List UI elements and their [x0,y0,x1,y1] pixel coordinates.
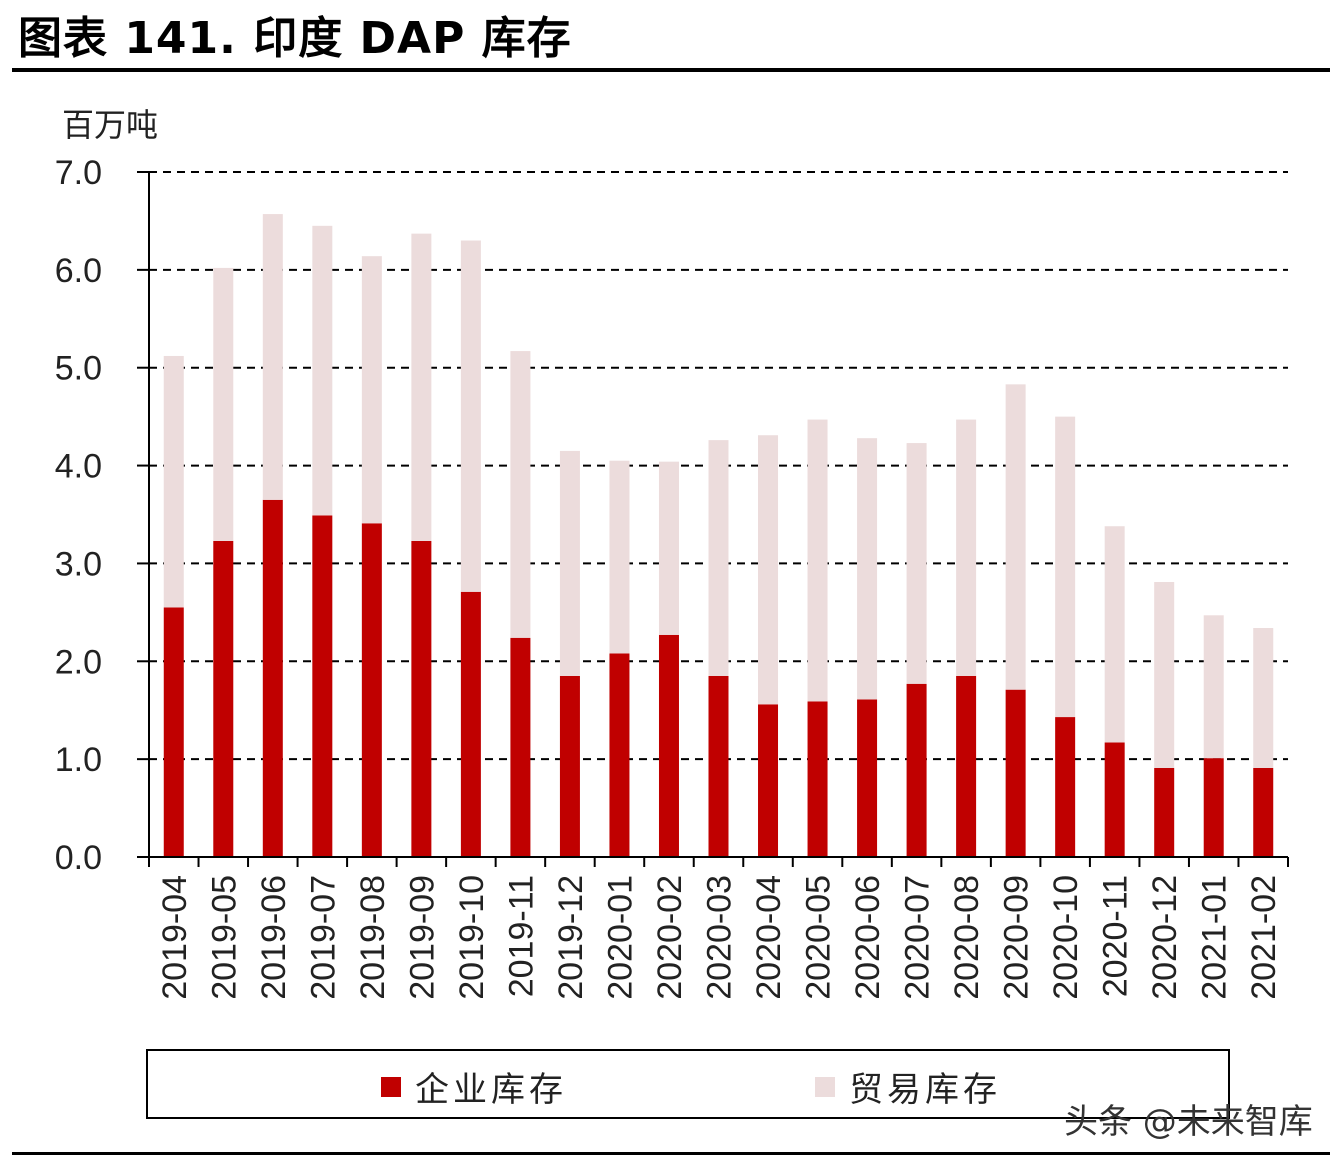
bar-enterprise [312,515,333,857]
watermark: 头条 @未来智库 [1064,1102,1313,1142]
bar-enterprise [1253,767,1274,857]
x-tick-label: 2019-09 [403,875,441,1000]
y-tick-label: 1.0 [55,741,102,779]
bar-trade [807,419,828,702]
bar-enterprise [609,653,630,857]
bar-trade [1203,615,1224,759]
gridlines [149,171,1288,761]
bar-enterprise [658,634,679,857]
bar-trade [906,443,927,684]
y-axis-unit-label: 百万吨 [62,106,158,144]
bar-trade [1253,628,1274,768]
y-tick-labels: 0.0 1.0 2.0 3.0 4.0 5.0 6.0 7.0 [55,154,102,877]
bar-enterprise [1005,689,1026,857]
y-tick-label: 5.0 [55,350,102,388]
bar-trade [1104,526,1125,743]
x-tick-label: 2020-04 [750,875,788,1000]
x-tick-label: 2019-04 [156,875,194,1000]
bar-trade [609,460,630,654]
bar-trade [857,438,878,700]
bar-enterprise [857,699,878,857]
legend [146,1049,1230,1119]
y-tick-label: 0.0 [55,839,102,877]
legend-label-trade: 贸易库存 [849,1070,1001,1110]
page-title: 图表 141. 印度 DAP 库存 [18,13,572,64]
bar-trade [758,435,779,705]
bar-enterprise [411,540,432,857]
y-tick-label: 6.0 [55,252,102,290]
x-tick-labels: 2019-04 2019-05 2019-06 2019-07 2019-08 2019-… [156,875,1283,1000]
x-tick-label: 2020-12 [1146,875,1184,1000]
bar-enterprise [1104,742,1125,857]
x-tick-label: 2019-10 [453,875,491,1000]
bar-enterprise [163,607,184,857]
x-tick-label: 2020-07 [899,875,937,1000]
x-tick-label: 2019-11 [502,875,540,997]
bar-trade [163,355,184,608]
bar-trade [559,450,580,676]
bar-enterprise [460,591,481,857]
bar-trade [956,419,977,676]
bottom-divider [12,1152,1330,1155]
bar-enterprise [262,499,283,857]
axes [137,171,1289,867]
x-tick-label: 2019-08 [354,875,392,1000]
bar-enterprise [906,683,927,857]
bar-enterprise [213,540,234,857]
x-tick-label: 2019-05 [205,875,243,1000]
bar-trade [312,225,333,516]
y-tick-label: 3.0 [55,545,102,583]
x-tick-label: 2020-08 [948,875,986,1000]
x-tick-label: 2020-10 [1047,875,1085,1000]
x-tick-label: 2021-01 [1196,875,1234,1000]
bar-trade [361,256,382,524]
bar-enterprise [510,637,531,857]
bars [163,214,1274,857]
legend-item-enterprise: 企业库存 [381,1062,567,1111]
y-tick-label: 7.0 [55,154,102,192]
x-tick-label: 2021-02 [1245,875,1283,1000]
bar-enterprise [956,675,977,857]
title-divider [12,68,1330,72]
bar-enterprise [1055,717,1076,857]
x-tick-label: 2020-09 [998,875,1036,1000]
x-tick-label: 2019-12 [552,875,590,1000]
bar-trade [411,233,432,541]
bar-enterprise [1154,767,1175,857]
bar-trade [1154,582,1175,768]
bar-trade [1005,384,1026,690]
x-tick-label: 2019-07 [304,875,342,1000]
y-tick-label: 4.0 [55,448,102,486]
bar-trade [460,240,481,592]
bar-trade [510,351,531,638]
x-tick-label: 2020-06 [849,875,887,1000]
stacked-bar-chart: 百万吨 0.01.02.03.04.05.06.07.0 2019-04 2019… [55,106,1289,1000]
bar-trade [213,267,234,541]
bar-enterprise [758,704,779,857]
bar-trade [262,214,283,500]
bar-enterprise [559,675,580,857]
bar-trade [658,461,679,635]
x-tick-label: 2020-03 [701,875,739,1000]
x-tick-label: 2020-01 [601,875,639,1000]
legend-label-enterprise: 企业库存 [415,1070,567,1110]
x-tick-label: 2020-11 [1097,875,1135,997]
bar-enterprise [361,523,382,857]
bar-enterprise [807,701,828,857]
bar-enterprise [1203,758,1224,857]
x-tick-label: 2020-02 [651,875,689,1000]
bar-trade [1055,416,1076,718]
bar-trade [708,440,729,676]
x-tick-label: 2020-05 [800,875,838,1000]
legend-swatch-trade [815,1076,835,1097]
legend-item-trade: 贸易库存 [815,1062,1001,1111]
x-tick-label: 2019-06 [255,875,293,1000]
bar-enterprise [708,675,729,857]
y-tick-label: 2.0 [55,643,102,681]
legend-swatch-enterprise [381,1076,401,1097]
